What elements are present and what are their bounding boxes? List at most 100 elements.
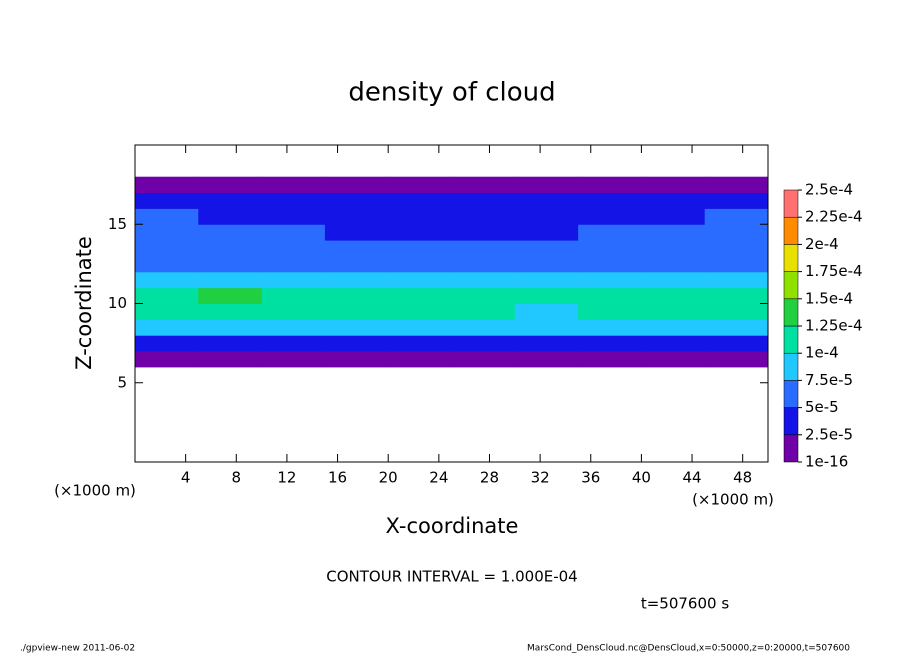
x-tick-label: 36 <box>581 469 600 487</box>
heat-cell <box>641 255 706 273</box>
heat-cell <box>324 208 389 225</box>
heat-cell <box>198 240 263 257</box>
heat-cell <box>641 271 706 289</box>
footer-left: ./gpview-new 2011-06-02 <box>20 644 135 654</box>
heat-cell <box>704 287 769 304</box>
heat-cell <box>514 208 579 225</box>
heat-cell <box>388 335 452 352</box>
colorbar-segment <box>783 434 799 463</box>
colorbar-segment <box>783 189 799 218</box>
heat-cell <box>704 208 769 225</box>
x-tick-label: 28 <box>480 469 499 487</box>
heat-cell <box>388 351 452 368</box>
heat-cell <box>135 176 199 194</box>
heat-cell <box>388 287 452 304</box>
heat-cell <box>324 351 389 368</box>
heat-cell <box>135 287 199 304</box>
heat-cell <box>198 255 263 273</box>
heat-cell <box>451 240 516 257</box>
heat-cell <box>514 319 579 336</box>
heat-cell <box>514 224 579 241</box>
heat-cell <box>451 287 516 304</box>
x-tick-label: 4 <box>181 469 191 487</box>
x-tick-label: 12 <box>277 469 296 487</box>
colorbar-segment <box>783 352 799 381</box>
heat-cell <box>261 176 326 194</box>
heat-cell <box>704 240 769 257</box>
heat-cell <box>388 240 452 257</box>
heat-cell <box>135 319 199 336</box>
heat-cell <box>135 240 199 257</box>
heat-cell <box>135 255 199 273</box>
heat-cell <box>261 255 326 273</box>
heat-cell <box>451 176 516 194</box>
colorbar-segment <box>783 244 799 272</box>
heat-cell <box>324 192 389 209</box>
heat-cell <box>641 208 706 225</box>
heat-cell <box>451 208 516 225</box>
heat-cell <box>324 224 389 241</box>
heat-cell <box>641 192 706 209</box>
heat-cell <box>135 208 199 225</box>
y-unit: (×1000 m) <box>54 482 136 500</box>
colorbar-segment <box>783 271 799 300</box>
heat-cell <box>261 287 326 304</box>
x-tick-label: 20 <box>379 469 398 487</box>
heat-cell <box>324 240 389 257</box>
heat-cell <box>514 303 579 320</box>
heat-cell <box>641 287 706 304</box>
footer-right: MarsCond_DensCloud.nc@DensCloud,x=0:5000… <box>527 644 850 654</box>
heat-cell <box>198 271 263 289</box>
heat-cell <box>261 271 326 289</box>
heat-cell <box>135 224 199 241</box>
heat-cell <box>324 303 389 320</box>
heat-cell <box>514 351 579 368</box>
colorbar-segment <box>783 325 799 354</box>
heat-cell <box>578 192 642 209</box>
colorbar-label: 1.25e-4 <box>805 317 863 335</box>
heat-cell <box>135 192 199 209</box>
annotation: t=507600 s <box>641 595 729 613</box>
colorbar-label: 1e-4 <box>805 344 839 362</box>
heat-cell <box>324 287 389 304</box>
heat-cell <box>641 351 706 368</box>
x-unit: (×1000 m) <box>692 491 774 509</box>
y-axis-label: Z-coordinate <box>72 236 96 370</box>
heat-cell <box>388 255 452 273</box>
heat-cell <box>704 224 769 241</box>
heat-cell <box>514 335 579 352</box>
heat-cell <box>261 224 326 241</box>
heat-cell <box>578 240 642 257</box>
heat-cell <box>514 271 579 289</box>
heat-cell <box>324 335 389 352</box>
y-tick-label: 5 <box>117 373 127 391</box>
colorbar-label: 2.5e-4 <box>805 181 853 199</box>
heat-cell <box>578 287 642 304</box>
heat-cell <box>641 240 706 257</box>
heat-cell <box>451 271 516 289</box>
heat-cell <box>324 271 389 289</box>
heat-cell <box>578 319 642 336</box>
heat-cell <box>198 335 263 352</box>
colorbar-segment <box>783 407 799 436</box>
heat-cell <box>704 192 769 209</box>
heat-cell <box>704 351 769 368</box>
heat-cell <box>198 208 263 225</box>
heat-cell <box>388 271 452 289</box>
heat-cell <box>324 319 389 336</box>
chart-title: density of cloud <box>348 78 555 108</box>
heat-cell <box>578 224 642 241</box>
heat-cell <box>704 255 769 273</box>
heat-cell <box>388 319 452 336</box>
colorbar-label: 2.25e-4 <box>805 208 863 226</box>
heat-cell <box>704 319 769 336</box>
heat-cell <box>641 319 706 336</box>
colorbar-segment <box>783 298 799 327</box>
x-tick-label: 44 <box>682 469 701 487</box>
heat-cell <box>388 176 452 194</box>
colorbar-segment <box>783 216 799 245</box>
heat-cell <box>261 335 326 352</box>
heat-cell <box>578 335 642 352</box>
heat-cell <box>451 303 516 320</box>
